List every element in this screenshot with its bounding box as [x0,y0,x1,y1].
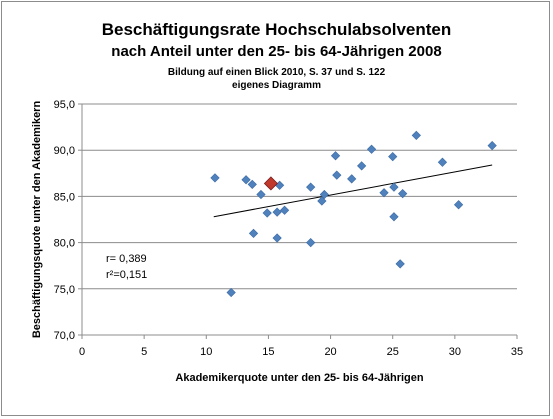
y-tick-label: 95,0 [54,99,75,111]
data-point [306,182,316,192]
chart-subtitle: nach Anteil unter den 25- bis 64-Jährige… [111,43,442,60]
y-axis-label: Beschäftigungsquote unter den Akademiker… [31,101,43,339]
data-point [256,189,266,200]
x-tick-label: 0 [79,346,85,358]
y-tick-label: 75,0 [54,284,75,296]
x-tick-label: 35 [511,346,523,358]
x-tick-label: 15 [262,346,274,358]
y-tick-label: 80,0 [54,238,75,250]
trendline [213,164,493,218]
x-tick-label: 25 [387,346,399,358]
stat-annotation: r²=0,151 [106,269,147,281]
x-tick-label: 30 [449,346,461,358]
data-point [357,161,367,171]
x-tick-label: 20 [324,346,336,358]
data-point [332,170,342,180]
data-point [389,182,399,192]
data-point [210,173,220,183]
data-point [453,200,464,210]
chart-source: Bildung auf einen Blick 2010, S. 37 und … [167,67,386,78]
data-point [366,144,377,154]
data-point [262,208,272,218]
y-tick-label: 90,0 [54,145,75,157]
y-tick-label: 70,0 [54,330,75,342]
data-point [379,188,389,198]
data-point [437,157,448,167]
data-point [398,189,408,199]
data-point [241,175,251,185]
y-tick-label: 85,0 [54,191,75,203]
data-point [272,233,282,243]
data-point [248,228,259,238]
highlight-point [263,176,278,191]
data-point [347,174,357,184]
x-axis-label: Akademikerquote unter den 25- bis 64-Jäh… [175,372,423,384]
chart-note: eigenes Diagramm [232,80,321,91]
data-point [389,212,399,222]
x-tick-label: 10 [200,346,212,358]
stat-annotation: r= 0,389 [106,253,147,265]
data-point [395,259,405,269]
data-point [279,205,290,215]
data-point [388,152,398,162]
data-point [411,130,421,141]
chart-title: Beschäftigungsrate Hochschulabsolventen [101,20,452,39]
x-tick-label: 5 [141,346,147,358]
data-point [317,196,327,206]
data-point [306,237,316,248]
data-point [330,151,341,161]
data-point [226,287,236,298]
data-point [247,179,257,190]
data-point [272,207,282,217]
data-point [319,189,329,200]
data-point [487,140,497,151]
